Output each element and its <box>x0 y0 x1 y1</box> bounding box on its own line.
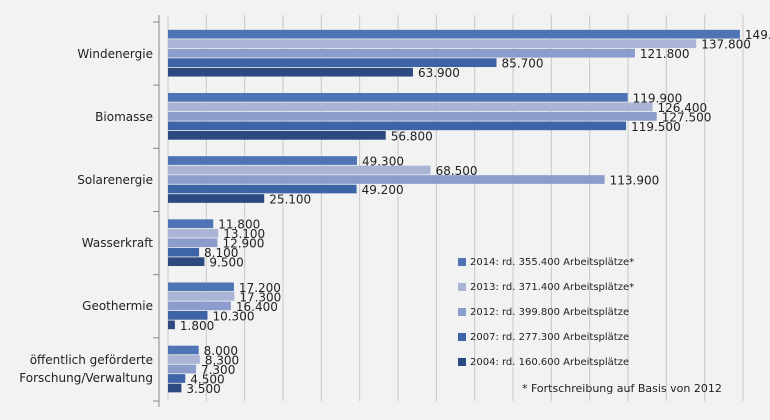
value-label: 85.700 <box>502 57 544 71</box>
bar <box>168 238 218 248</box>
bar <box>168 364 196 374</box>
value-label: 9.500 <box>209 256 243 270</box>
value-label: 16.400 <box>236 300 278 314</box>
legend-swatch <box>458 358 466 366</box>
bar <box>168 67 413 77</box>
value-label: 12.900 <box>222 237 264 251</box>
value-label: 4.500 <box>190 372 224 386</box>
value-label: 17.300 <box>239 290 281 304</box>
bar <box>168 48 635 58</box>
value-label: 17.200 <box>239 281 281 295</box>
value-label: 13.100 <box>223 227 265 241</box>
bar <box>168 93 628 102</box>
bar <box>168 383 182 393</box>
bar <box>168 345 199 355</box>
value-label: 121.800 <box>640 47 690 61</box>
value-label: 119.900 <box>633 91 683 105</box>
value-label: 149.200 <box>745 28 770 42</box>
bar <box>168 131 386 140</box>
bar <box>168 374 186 383</box>
bar <box>168 39 697 49</box>
value-label: 49.200 <box>362 183 404 197</box>
y-tick-label: öffentlich geförderte Forschung/Verwaltu… <box>19 353 153 386</box>
bar <box>168 156 357 165</box>
value-label: 1.800 <box>180 319 214 333</box>
bar <box>168 257 205 267</box>
value-label: 3.500 <box>186 382 220 396</box>
bar <box>168 29 740 39</box>
bar <box>168 301 231 311</box>
value-label: 11.800 <box>218 218 260 232</box>
value-label: 8.000 <box>204 344 238 358</box>
legend-swatch <box>458 333 466 341</box>
bar <box>168 311 208 320</box>
footnote: * Fortschreibung auf Basis von 2012 <box>522 382 722 395</box>
legend-swatch <box>458 308 466 316</box>
bar <box>168 112 657 121</box>
bar <box>168 165 431 175</box>
legend-swatch <box>458 283 466 291</box>
bar <box>168 320 175 330</box>
value-label: 63.900 <box>418 66 460 80</box>
value-label: 137.800 <box>701 38 751 52</box>
bar <box>168 58 497 68</box>
value-label: 113.900 <box>610 173 660 187</box>
legend-label: 2004: rd. 160.600 Arbeitsplätze <box>470 357 629 368</box>
value-label: 119.500 <box>631 120 681 134</box>
value-label: 7.300 <box>201 363 235 377</box>
y-tick-label: Windenergie <box>77 46 153 61</box>
value-label: 127.500 <box>662 110 712 124</box>
bar <box>168 102 653 112</box>
bar <box>168 247 200 257</box>
bar <box>168 175 605 184</box>
value-label: 49.300 <box>362 154 404 168</box>
legend-label: 2012: rd. 399.800 Arbeitsplätze <box>470 307 629 318</box>
value-label: 8.100 <box>204 246 238 260</box>
bar <box>168 228 219 238</box>
bar <box>168 282 234 292</box>
legend-label: 2014: rd. 355.400 Arbeitsplätze* <box>470 257 634 268</box>
y-tick-label: Biomasse <box>95 109 153 124</box>
legend-label: 2007: rd. 277.300 Arbeitsplätze <box>470 332 629 343</box>
value-label: 126.400 <box>658 101 708 115</box>
bar <box>168 355 200 364</box>
y-tick-label: Solarenergie <box>77 172 153 187</box>
bar <box>168 219 214 229</box>
bar <box>168 184 357 194</box>
bar <box>168 121 627 131</box>
bar <box>168 194 265 203</box>
bar <box>168 292 235 301</box>
legend-swatch <box>458 258 466 266</box>
value-label: 56.800 <box>391 129 433 143</box>
value-label: 8.300 <box>205 353 239 367</box>
value-label: 25.100 <box>269 192 311 206</box>
value-label: 10.300 <box>212 309 254 323</box>
value-label: 68.500 <box>436 164 478 178</box>
y-tick-label: Wasserkraft <box>81 236 153 251</box>
legend-label: 2013: rd. 371.400 Arbeitsplätze* <box>470 282 634 293</box>
y-tick-label: Geothermie <box>82 299 153 314</box>
